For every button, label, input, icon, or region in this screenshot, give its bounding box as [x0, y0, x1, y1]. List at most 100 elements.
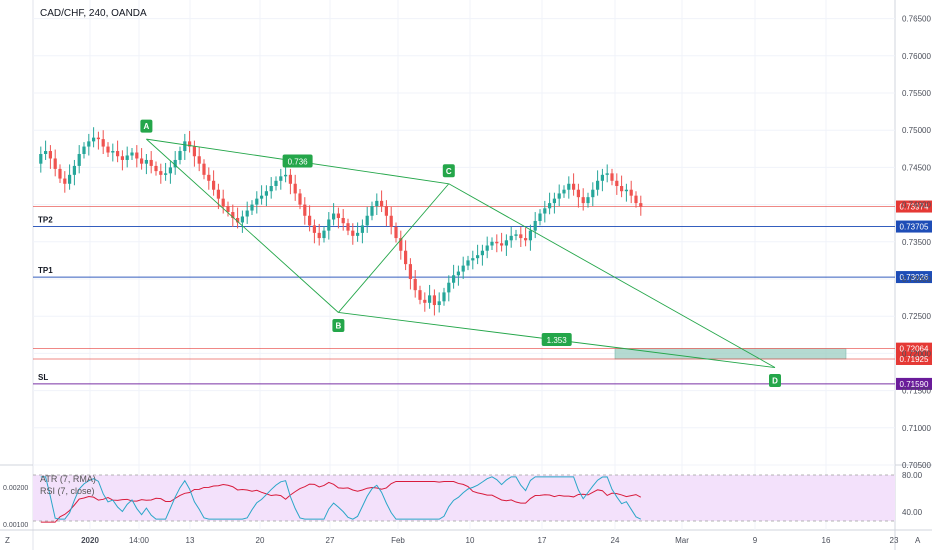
candle-body [610, 173, 614, 181]
candle-body [581, 197, 585, 204]
candle-body [130, 152, 134, 156]
candle-body [600, 174, 604, 181]
candle-body [351, 230, 355, 236]
time-tick-label: 13 [186, 536, 195, 545]
price-tick-label: 0.72000 [902, 349, 931, 358]
price-tick-label: 0.72500 [902, 312, 931, 321]
candle-body [370, 206, 374, 216]
candle-body [77, 154, 81, 166]
candle-body [360, 225, 364, 233]
rsi-line [40, 476, 642, 520]
candle-body [183, 141, 187, 152]
ratio-label: 0.736 [288, 157, 309, 166]
time-tick-label: 24 [611, 536, 620, 545]
price-tick-label: 0.74000 [902, 201, 931, 210]
candle-body [572, 183, 576, 190]
candle-body [576, 189, 580, 198]
pattern-point-label: B [336, 321, 342, 330]
ratio-label: 1.353 [547, 336, 568, 345]
price-tag [896, 271, 932, 284]
time-tick-label: 10 [466, 536, 475, 545]
candle-body [144, 159, 148, 164]
candle-body [106, 146, 110, 153]
atr-indicator-title[interactable]: ATR (7, RMA) [40, 474, 96, 484]
ratio-badge [541, 333, 572, 347]
candle-body [485, 245, 489, 251]
price-tick-label: 0.73500 [902, 238, 931, 247]
candle-body [624, 189, 628, 192]
price-tag-label: 0.73705 [900, 223, 929, 232]
candle-body [149, 159, 153, 166]
candle-body [634, 195, 638, 204]
rsi-tick-label: 80.00 [902, 471, 923, 480]
pattern-point-badge [769, 374, 781, 388]
candle-body [284, 174, 288, 177]
candle-body [548, 203, 552, 209]
time-tick-label: 20 [256, 536, 265, 545]
candle-body [615, 180, 619, 186]
auto-scale-button[interactable]: A [915, 536, 921, 545]
ratio-badge [282, 154, 313, 168]
candle-body [384, 206, 388, 216]
candle-body [140, 158, 144, 164]
candle-body [226, 206, 230, 213]
candle-body [236, 217, 240, 223]
candle-body [341, 217, 345, 224]
candle-body [178, 151, 182, 160]
candle-body [250, 204, 254, 211]
candle-body [336, 213, 340, 218]
candle-body [404, 250, 408, 265]
candle-body [255, 198, 259, 205]
atr-line [40, 480, 642, 523]
candle-body [332, 213, 336, 220]
candle-body [480, 250, 484, 256]
price-tick-label: 0.75500 [902, 89, 931, 98]
candle-body [519, 234, 523, 239]
candle-body [504, 240, 508, 246]
candle-body [461, 265, 465, 272]
candle-body [495, 241, 499, 244]
candle-body [452, 275, 456, 283]
candle-body [538, 213, 542, 221]
level-name: TP1 [38, 266, 53, 275]
price-tick-label: 0.70500 [902, 461, 931, 470]
time-tick-label: 16 [822, 536, 831, 545]
candle-body [44, 151, 48, 155]
price-tag [896, 377, 932, 390]
candle-body [312, 225, 316, 233]
level-name: SL [38, 373, 48, 382]
price-tag-label: 0.71590 [900, 380, 929, 389]
rsi-band [33, 475, 895, 521]
symbol-title: CAD/CHF, 240, OANDA [40, 8, 147, 19]
candle-body [279, 176, 283, 181]
pattern-leg [448, 183, 776, 368]
atr-tick-label: 0.00200 [3, 485, 28, 492]
candle-body [240, 216, 244, 223]
pattern-point-badge [442, 164, 455, 178]
candle-body [389, 215, 393, 227]
candle-body [288, 174, 292, 184]
candle-body [620, 186, 624, 192]
price-tag-label: 0.71925 [900, 355, 929, 364]
candle-body [490, 241, 494, 246]
candle-body [120, 156, 124, 160]
candle-body [423, 299, 427, 303]
zoom-button[interactable]: Z [5, 536, 10, 545]
price-tag [896, 200, 932, 213]
rsi-indicator-title[interactable]: RSI (7, close) [40, 486, 95, 496]
candle-body [221, 198, 225, 207]
candle-body [432, 295, 436, 306]
candle-body [413, 279, 417, 291]
pattern-point-label: A [144, 122, 150, 131]
pattern-leg [338, 183, 450, 313]
candle-body [408, 264, 412, 279]
candle-body [111, 151, 115, 153]
candle-body [135, 152, 139, 159]
candle-body [476, 255, 480, 259]
candle-body [629, 189, 633, 196]
candle-body [586, 197, 590, 204]
candle-body [394, 226, 398, 239]
candle-body [317, 232, 321, 239]
candle-body [605, 173, 609, 175]
